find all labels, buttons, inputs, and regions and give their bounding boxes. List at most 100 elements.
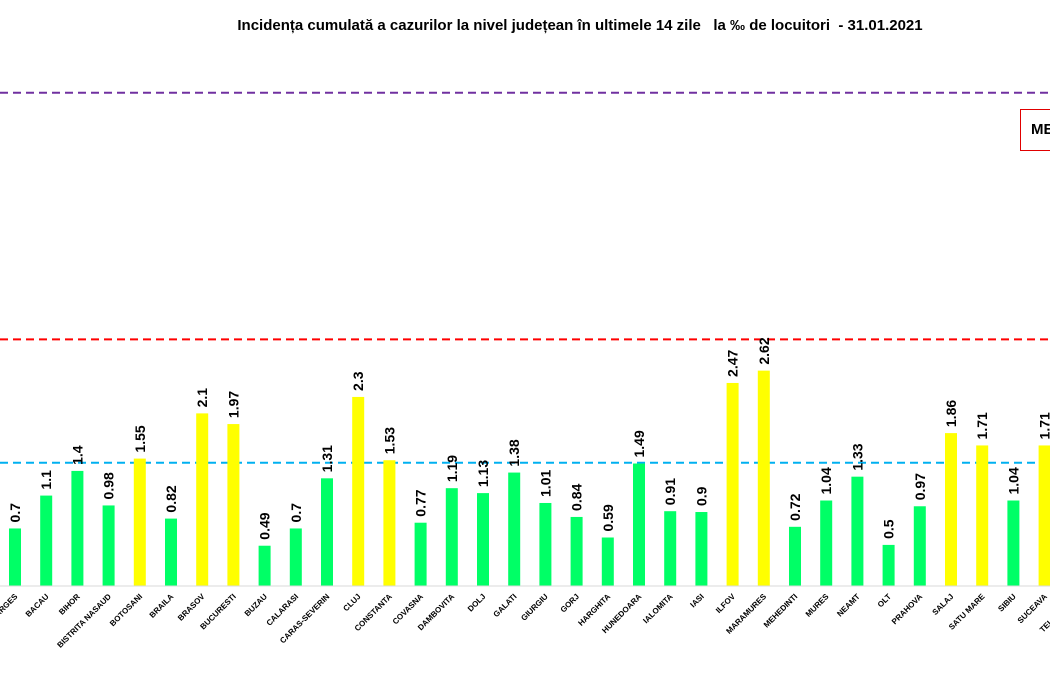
- chart-title: Incidența cumulată a cazurilor la nivel …: [237, 17, 923, 34]
- reference-lines: [0, 91, 1050, 464]
- bar: [258, 545, 271, 586]
- bar-value-label: 1.33: [849, 443, 865, 470]
- bar-value-label: 0.49: [257, 512, 273, 539]
- x-tick-label: SALAJ: [930, 592, 955, 617]
- x-tick-label: DOLJ: [466, 592, 487, 613]
- bar-value-label: 2.3: [350, 371, 366, 391]
- x-tick-label: IALOMITA: [641, 592, 674, 625]
- bar: [508, 472, 521, 586]
- bar-value-label: 0.7: [288, 503, 304, 523]
- bar: [71, 470, 84, 586]
- bar-value-label: 1.97: [225, 391, 241, 418]
- bar-value-label: 1.38: [506, 439, 522, 466]
- x-tick-label: BISTRITA NASAUD: [55, 592, 113, 650]
- bar-value-label: 1.1: [38, 470, 54, 490]
- bar-value-label: 1.4: [69, 445, 85, 465]
- x-tick-label: PRAHOVA: [890, 592, 924, 626]
- x-tick-label: BRASOV: [176, 592, 207, 623]
- bar: [945, 433, 957, 586]
- x-tick-label: GORJ: [559, 592, 581, 614]
- bar: [664, 511, 677, 586]
- x-tick-label: ILFOV: [714, 592, 737, 615]
- bar-value-label: 0.77: [413, 489, 429, 516]
- bar: [196, 413, 209, 586]
- bar-value-label: 0.5: [881, 519, 897, 539]
- bars: [9, 370, 1050, 586]
- legend-text: ME: [1031, 121, 1050, 138]
- bar: [133, 458, 146, 586]
- bar-value-label: 0.9: [693, 486, 709, 506]
- bar: [882, 544, 895, 586]
- x-tick-label: GIURGIU: [519, 592, 550, 623]
- x-tick-label: MEHEDINTI: [762, 592, 799, 629]
- x-tick-label: BUZAU: [243, 592, 269, 618]
- bar: [913, 506, 926, 586]
- bar-value-label: 1.53: [381, 427, 397, 454]
- bar-value-label: 0.84: [569, 483, 585, 510]
- bar-value-label: 0.7: [7, 503, 23, 523]
- legend-box: ME: [1020, 109, 1050, 151]
- bar: [40, 495, 53, 586]
- bar: [726, 382, 739, 586]
- bar-value-label: 0.98: [101, 472, 117, 499]
- bar: [1038, 445, 1050, 586]
- bar-value-label: 0.97: [912, 473, 928, 500]
- bar: [633, 463, 645, 586]
- x-tick-label: NEAMT: [835, 592, 862, 619]
- x-tick-label: BIHOR: [57, 592, 82, 617]
- x-tick-label: BRAILA: [148, 592, 176, 620]
- x-tick-label: MURES: [804, 592, 831, 619]
- bar: [757, 370, 770, 586]
- bar-value-label: 1.86: [943, 400, 959, 427]
- x-tick-label: OLT: [876, 592, 893, 609]
- bar-value-label: 0.82: [163, 485, 179, 512]
- bar: [321, 478, 333, 586]
- bar: [445, 488, 458, 586]
- bar-value-label: 1.19: [444, 455, 460, 482]
- bar: [820, 500, 833, 586]
- bar: [851, 476, 864, 586]
- bar-value-label: 2.62: [756, 337, 772, 364]
- bar-value-label: 1.71: [1037, 412, 1050, 439]
- bar-labels: 0.7 1.1 1.4 0.98 1.55 0.82 2.1 1.97 0.49 0.7 1.31 2…: [7, 337, 1050, 540]
- bar: [289, 528, 302, 586]
- bar-value-label: 1.55: [132, 425, 148, 452]
- bar-value-label: 1.13: [475, 460, 491, 487]
- bar-value-label: 1.31: [319, 445, 335, 472]
- bar: [539, 502, 552, 586]
- bar-value-label: 1.71: [974, 412, 990, 439]
- bar: [601, 537, 614, 586]
- bar: [102, 505, 115, 586]
- x-tick-label: CLUJ: [341, 592, 362, 613]
- bar: [9, 528, 21, 586]
- x-tick-label: GALATI: [492, 592, 519, 619]
- bar-value-label: 1.04: [818, 467, 834, 494]
- x-tick-label: BOTOSANI: [108, 592, 144, 628]
- x-tick-label: BACAU: [24, 592, 51, 619]
- bar-value-label: 0.59: [600, 504, 616, 531]
- x-tick-label: ARGES: [0, 592, 20, 619]
- bar: [352, 396, 365, 586]
- bar: [570, 516, 583, 586]
- bar: [165, 518, 177, 586]
- bar-value-label: 1.04: [1005, 467, 1021, 494]
- bar-value-label: 1.49: [631, 430, 647, 457]
- bar: [227, 424, 240, 586]
- bar: [695, 512, 708, 586]
- bar: [383, 460, 396, 586]
- bar: [477, 493, 489, 586]
- bar-value-label: 2.1: [194, 388, 210, 408]
- bar-value-label: 2.47: [725, 350, 741, 377]
- bar: [976, 445, 989, 586]
- bar-value-label: 0.72: [787, 493, 803, 520]
- bar-value-label: 0.91: [662, 478, 678, 505]
- x-tick-label: SIBIU: [996, 592, 1018, 614]
- x-tick-label: SUCEAVA: [1016, 592, 1049, 625]
- x-tick-label: IASI: [688, 592, 705, 609]
- bar: [414, 522, 427, 586]
- bar: [1007, 500, 1020, 586]
- bar-value-label: 1.01: [537, 470, 553, 497]
- bar: [789, 526, 801, 586]
